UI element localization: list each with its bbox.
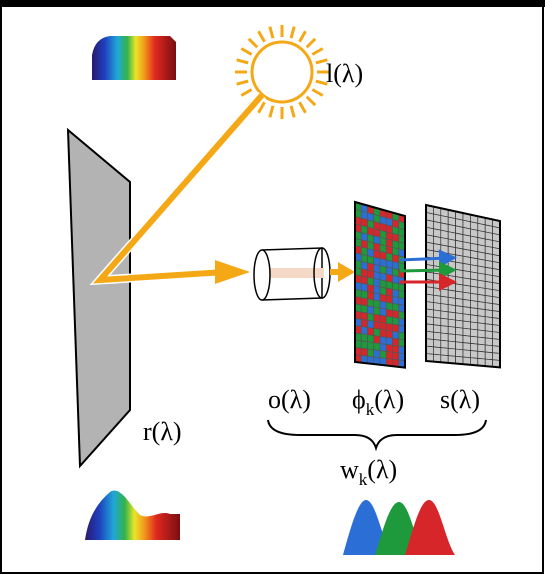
channel-arrows xyxy=(399,249,457,291)
illuminant-spectrum xyxy=(92,36,176,80)
reflectance-label: r(λ) xyxy=(143,417,182,446)
label-base: w xyxy=(340,455,359,484)
optics-label: o(λ) xyxy=(268,385,311,414)
color-filter-array xyxy=(354,200,406,369)
label-rest: (λ) xyxy=(367,455,397,484)
sensor-grid xyxy=(425,203,501,369)
response-label: wk(λ) xyxy=(340,455,397,489)
sun xyxy=(235,25,329,119)
label-sub: k xyxy=(366,400,375,419)
label-rest: (λ) xyxy=(152,417,182,446)
label-rest: (λ) xyxy=(450,385,480,414)
lens xyxy=(253,247,355,301)
illuminant-label: l(λ) xyxy=(326,59,363,88)
filter-label: ϕk(λ) xyxy=(352,385,404,419)
light-path xyxy=(89,92,266,286)
label-sub: k xyxy=(359,470,368,489)
sensor-label: s(λ) xyxy=(440,385,480,414)
channel-sensitivities xyxy=(343,500,455,555)
label-rest: (λ) xyxy=(333,59,363,88)
label-base: o xyxy=(268,385,281,414)
label-rest: (λ) xyxy=(281,385,311,414)
reflectance-spectrum xyxy=(85,490,180,540)
brace xyxy=(267,419,487,452)
label-rest: (λ) xyxy=(374,385,404,414)
label-base: l xyxy=(326,59,333,88)
label-base: r xyxy=(143,417,152,446)
top-bar xyxy=(0,0,545,7)
surface xyxy=(66,127,131,469)
label-base: ϕ xyxy=(352,385,366,414)
label-base: s xyxy=(440,385,450,414)
